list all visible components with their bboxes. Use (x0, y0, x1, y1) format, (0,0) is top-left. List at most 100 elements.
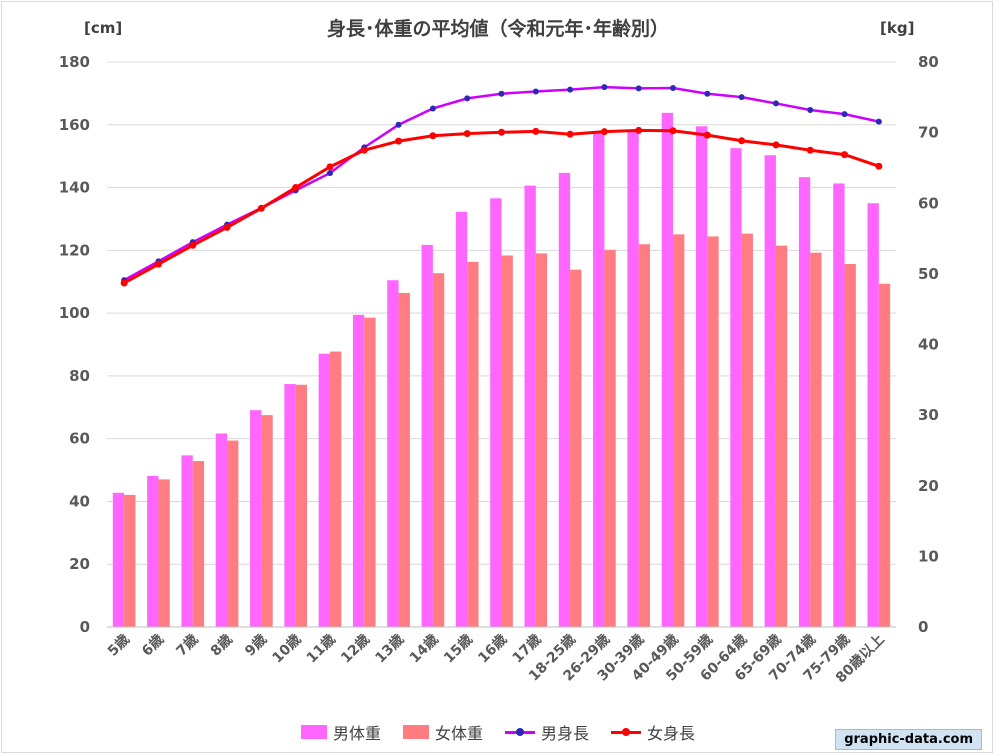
bar-female-weight (844, 263, 856, 627)
left-tick-label: 0 (80, 618, 90, 636)
category-label: 15歳 (440, 631, 476, 667)
right-tick-label: 40 (918, 336, 939, 354)
bar-male-weight (181, 455, 193, 627)
bar-male-weight (696, 126, 708, 628)
category-label: 11歳 (303, 631, 339, 667)
bar-female-weight (295, 384, 307, 627)
bar-female-weight (192, 461, 205, 627)
point-male-height (704, 90, 711, 97)
bar-female-weight (124, 494, 136, 627)
left-tick-label: 40 (69, 492, 90, 510)
point-female-height (669, 127, 677, 135)
point-female-height (600, 128, 608, 136)
legend-label-male-weight: 男体重 (332, 724, 381, 743)
category-label: 6歳 (138, 631, 167, 660)
left-tick-label: 180 (59, 53, 90, 71)
bar-female-weight (398, 292, 410, 627)
bar-female-weight (227, 440, 239, 627)
bar-female-weight (467, 261, 479, 627)
bar-male-weight (318, 353, 330, 627)
point-male-height (772, 100, 779, 107)
legend-label-male-height: 男身長 (541, 724, 590, 743)
point-female-height (292, 184, 300, 192)
right-tick-label: 80 (918, 53, 939, 71)
legend-swatch-female-height (611, 725, 642, 739)
category-label: 14歳 (406, 631, 442, 667)
bar-male-weight (250, 410, 262, 627)
category-label: 10歳 (269, 631, 305, 667)
point-male-height (807, 107, 814, 114)
bar-female-weight (570, 269, 582, 627)
bar-male-weight (558, 172, 571, 627)
category-label: 13歳 (372, 631, 408, 667)
right-axis-unit: [kg] (880, 19, 915, 37)
right-tick-label: 30 (918, 406, 939, 424)
legend-swatch-male-height (505, 725, 535, 739)
bar-male-weight (147, 475, 159, 627)
point-female-height (154, 260, 162, 268)
point-male-height (875, 118, 882, 125)
category-label: 7歳 (173, 631, 202, 660)
bar-male-weight (730, 148, 742, 627)
point-male-height (738, 94, 745, 101)
bar-female-weight (604, 249, 616, 628)
category-label: 9歳 (241, 631, 270, 660)
point-male-height (429, 105, 436, 112)
left-tick-label: 160 (59, 116, 90, 134)
category-label: 16歳 (475, 631, 511, 667)
point-male-height (464, 95, 471, 102)
point-female-height (875, 162, 883, 170)
chart-legend: 男体重 女体重 男身長 女身長 (0, 720, 996, 744)
bar-female-weight (158, 479, 170, 627)
bar-male-weight (490, 198, 502, 627)
chart-title: 身長･体重の平均値（令和元年･年齢別） (326, 18, 669, 40)
point-female-height (120, 279, 128, 287)
bar-male-weight (627, 130, 639, 627)
bar-female-weight (535, 253, 548, 628)
bar-male-weight (798, 177, 811, 627)
point-female-height (566, 130, 574, 138)
point-male-height (532, 88, 539, 95)
right-tick-label: 70 (918, 124, 939, 142)
point-female-height (326, 163, 334, 171)
right-tick-label: 10 (918, 547, 939, 565)
bar-male-weight (112, 492, 125, 627)
bar-female-weight (638, 244, 651, 627)
legend-swatch-female-weight (402, 725, 429, 739)
point-female-height (189, 241, 197, 249)
point-male-height (601, 84, 608, 91)
left-tick-label: 80 (69, 367, 90, 385)
point-female-height (463, 130, 471, 138)
point-female-height (806, 146, 814, 154)
left-tick-label: 120 (59, 241, 90, 259)
point-female-height (841, 151, 849, 159)
bar-male-weight (764, 155, 776, 627)
point-female-height (703, 131, 711, 139)
left-tick-label: 20 (69, 555, 90, 573)
bar-male-weight (455, 211, 468, 627)
category-label: 5歳 (104, 631, 133, 660)
bar-male-weight (524, 185, 536, 627)
category-label: 12歳 (337, 631, 373, 667)
bar-female-weight (810, 252, 822, 627)
point-male-height (498, 90, 505, 97)
bar-male-weight (284, 384, 296, 627)
bar-female-weight (775, 245, 788, 627)
legend-item-female-weight: 女体重 (402, 720, 483, 744)
point-male-height (567, 86, 574, 93)
bar-female-weight (364, 317, 376, 627)
point-female-height (772, 141, 780, 149)
point-female-height (395, 137, 403, 145)
legend-item-male-weight: 男体重 (300, 720, 381, 744)
bar-male-weight (661, 112, 674, 628)
left-tick-label: 60 (69, 430, 90, 448)
point-male-height (670, 85, 677, 92)
bar-male-weight (833, 183, 845, 627)
right-tick-label: 50 (918, 265, 939, 283)
point-female-height (635, 126, 643, 134)
bar-female-weight (707, 236, 719, 627)
legend-item-female-height: 女身長 (611, 720, 695, 744)
point-female-height (429, 132, 437, 140)
bar-male-weight (421, 244, 433, 627)
